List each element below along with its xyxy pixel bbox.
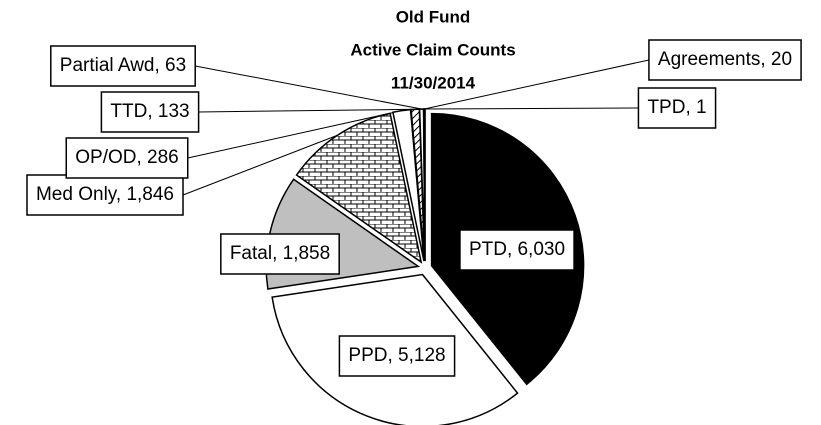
data-label: Med Only, 1,846 [36,184,174,205]
leader-line [187,110,402,159]
data-label: TTD, 133 [110,101,189,122]
data-label: Fatal, 1,858 [230,243,330,264]
data-label: PPD, 5,128 [348,345,445,366]
label-box [648,39,802,81]
chart-title: Active Claim Counts [350,40,515,59]
data-label: Partial Awd, 63 [60,55,186,76]
leader-line [198,108,416,113]
label-box [637,87,717,129]
chart-title: Old Fund [396,7,471,26]
data-label: TPD, 1 [647,97,706,118]
data-label: Agreements, 20 [658,49,792,70]
leader-line [424,59,650,110]
leader-line [195,65,422,110]
chart-title: 11/30/2014 [391,73,476,92]
pie-slice [295,112,423,264]
label-box [100,91,200,133]
label-box [50,45,196,87]
label-box [65,137,189,179]
label-box [26,174,184,216]
data-label: OP/OD, 286 [75,147,179,168]
leader-line [182,134,338,196]
data-label: PTD, 6,030 [469,239,565,260]
label-box [338,335,456,377]
leader-line [424,107,639,110]
label-box [459,229,575,271]
label-box [220,233,340,275]
